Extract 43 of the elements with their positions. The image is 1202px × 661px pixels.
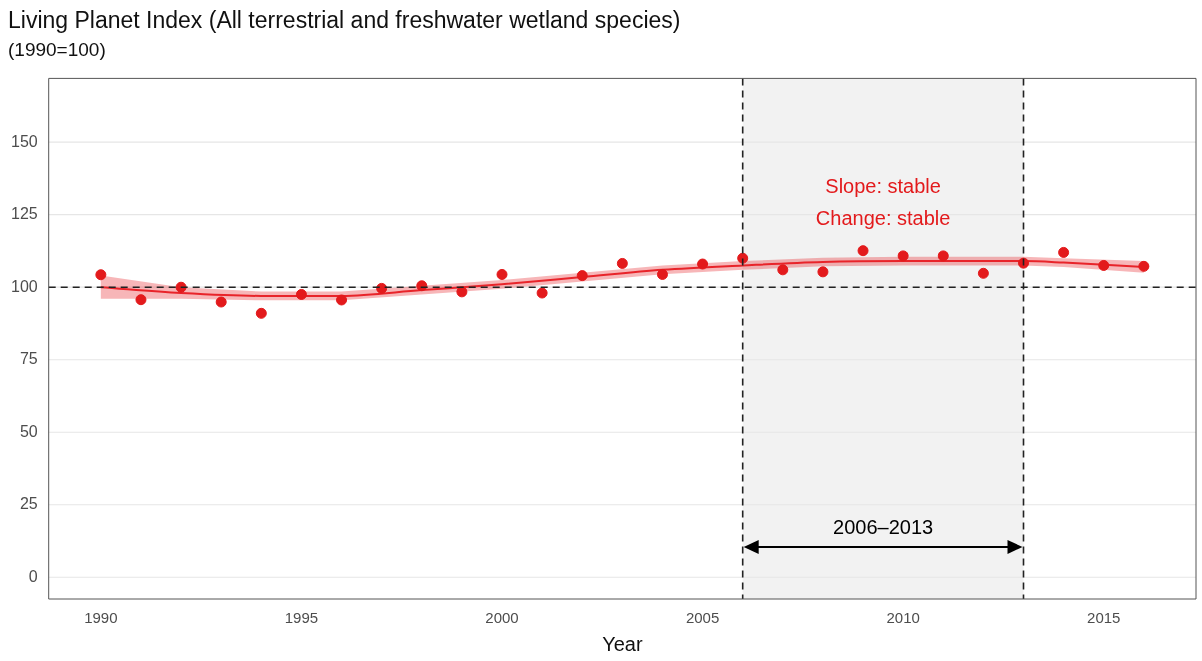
x-tick-label: 1990	[84, 609, 118, 627]
point	[95, 269, 107, 281]
point	[135, 294, 147, 306]
y-tick-label: 125	[10, 205, 38, 223]
point	[977, 267, 989, 279]
point	[536, 287, 548, 299]
point	[215, 296, 227, 308]
x-tick-label: 2000	[485, 609, 519, 627]
point	[777, 264, 789, 276]
point	[737, 252, 749, 264]
point	[295, 288, 307, 300]
point	[576, 270, 588, 282]
point	[616, 257, 628, 269]
y-tick-label: 150	[10, 132, 38, 150]
band-label: 2006–2013	[833, 516, 934, 539]
point	[697, 258, 709, 270]
point	[255, 307, 267, 319]
chart-title: Living Planet Index (All terrestrial and freshwater wetland species)	[8, 7, 681, 34]
point	[336, 294, 348, 306]
y-tick-label: 0	[28, 567, 38, 585]
point	[1018, 257, 1029, 269]
y-tick-label: 50	[19, 422, 38, 440]
annotation: Slope: stable	[825, 175, 941, 198]
annotation: Change: stable	[815, 207, 951, 230]
chart-subtitle: (1990=100)	[8, 39, 106, 61]
y-tick-label: 75	[19, 350, 38, 368]
point	[937, 250, 949, 262]
point	[496, 268, 508, 280]
point	[1138, 260, 1150, 272]
x-tick-label: 2010	[886, 609, 920, 627]
point	[1058, 246, 1070, 258]
x-tick-label: 2015	[1087, 609, 1121, 627]
x-tick-label: 2005	[685, 609, 720, 627]
point	[857, 245, 869, 257]
y-tick-label: 25	[19, 495, 38, 513]
x-axis-title: Year	[602, 632, 643, 655]
point	[1098, 259, 1110, 271]
point	[897, 250, 909, 262]
point	[817, 266, 829, 278]
y-tick-label: 100	[10, 277, 38, 295]
point	[656, 268, 668, 280]
x-tick-label: 1995	[284, 609, 319, 627]
point	[456, 286, 468, 298]
